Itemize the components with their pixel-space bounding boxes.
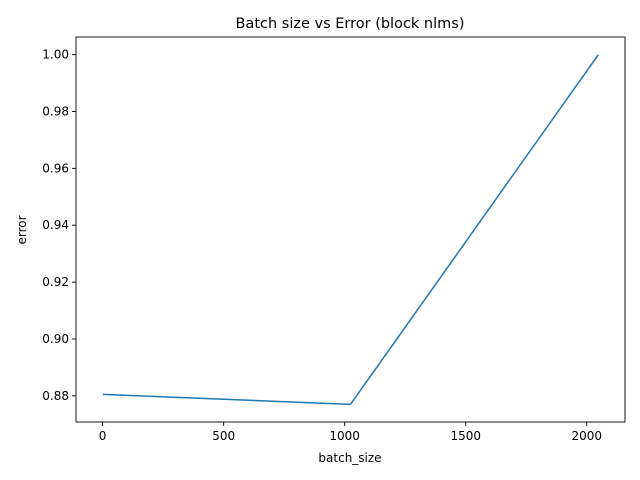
y-tick-label: 0.96 <box>42 161 69 175</box>
x-tick-label: 2000 <box>571 429 602 443</box>
y-axis: 0.88 0.90 0.92 0.94 0.96 0.98 1.00 <box>42 48 76 403</box>
y-tick-label: 0.94 <box>42 218 69 232</box>
y-tick-label: 0.98 <box>42 104 69 118</box>
x-tick-label: 1000 <box>329 429 360 443</box>
x-axis: 0 500 1000 1500 2000 <box>99 422 602 443</box>
x-tick-label: 500 <box>212 429 235 443</box>
y-tick-label: 1.00 <box>42 48 69 62</box>
x-axis-label: batch_size <box>318 451 381 465</box>
y-tick-label: 0.90 <box>42 332 69 346</box>
y-axis-label: error <box>15 215 29 244</box>
y-tick-label: 0.88 <box>42 389 69 403</box>
chart-title: Batch size vs Error (block nlms) <box>235 16 464 32</box>
y-tick-label: 0.92 <box>42 275 69 289</box>
x-tick-label: 0 <box>99 429 107 443</box>
series-line-0 <box>102 54 599 406</box>
axes-frame <box>75 36 626 423</box>
plot-area <box>102 54 599 406</box>
x-tick-label: 1500 <box>450 429 481 443</box>
